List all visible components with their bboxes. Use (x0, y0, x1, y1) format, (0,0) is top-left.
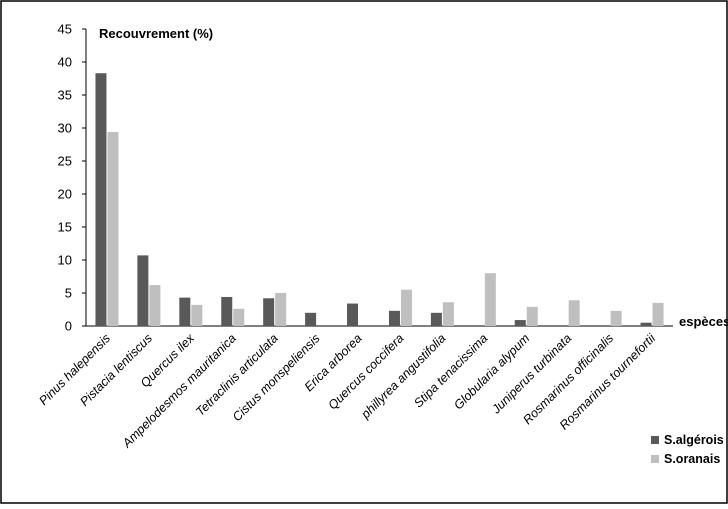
bar-oranais-13 (652, 302, 664, 326)
bar-algerois-1 (137, 255, 149, 326)
bar-algerois-7 (388, 310, 400, 326)
legend-label-0: S.algérois (664, 433, 724, 447)
y-tick-label: 30 (58, 121, 72, 136)
y-tick-label: 35 (58, 88, 72, 103)
legend-swatch-1 (651, 455, 659, 463)
y-tick-label: 15 (58, 220, 72, 235)
bar-oranais-8 (442, 302, 454, 326)
bar-oranais-3 (233, 308, 245, 326)
y-tick-label: 45 (58, 22, 72, 37)
bar-algerois-8 (430, 312, 442, 326)
y-tick-label: 20 (58, 187, 72, 202)
y-tick-label: 0 (65, 319, 72, 334)
bar-oranais-11 (568, 300, 580, 326)
legend-label-1: S.oranais (664, 452, 720, 466)
bar-oranais-1 (149, 285, 161, 326)
bar-algerois-5 (305, 312, 317, 326)
bar-algerois-4 (263, 298, 275, 326)
bar-algerois-6 (347, 303, 359, 326)
bar-algerois-10 (514, 320, 526, 326)
bar-algerois-13 (640, 322, 652, 326)
bar-oranais-4 (275, 293, 287, 326)
legend-swatch-0 (651, 436, 659, 444)
y-tick-label: 40 (58, 55, 72, 70)
y-tick-label: 25 (58, 154, 72, 169)
bar-algerois-3 (221, 296, 233, 326)
y-tick-label: 5 (65, 286, 72, 301)
bar-oranais-9 (484, 273, 496, 326)
bars (95, 73, 664, 326)
legend: S.algérois S.oranais (651, 433, 724, 466)
bar-algerois-2 (179, 297, 191, 326)
bar-algerois-0 (95, 73, 107, 326)
bar-oranais-12 (610, 310, 622, 326)
y-tick-label: 10 (58, 253, 72, 268)
bar-oranais-0 (107, 131, 119, 326)
x-axis-title: espèces (679, 314, 728, 329)
bar-oranais-10 (526, 306, 538, 326)
bar-oranais-2 (191, 304, 203, 326)
y-axis: 0 5 10 15 20 25 30 35 40 45 (58, 22, 87, 334)
y-axis-title: Recouvrement (%) (99, 26, 213, 41)
bar-oranais-7 (400, 289, 412, 326)
